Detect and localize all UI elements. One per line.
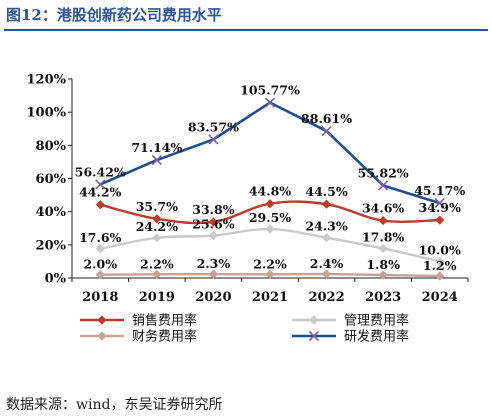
data-label-1-3: 29.5% — [249, 210, 291, 225]
legend-item-3: 研发费用率 — [292, 329, 409, 345]
data-label-1-6: 10.0% — [419, 242, 461, 257]
y-tick-label: 80% — [36, 139, 67, 154]
data-point-1-6 — [435, 256, 445, 266]
y-tick-label: 20% — [36, 238, 67, 253]
x-tick-label: 2021 — [252, 290, 288, 305]
data-point-3-4 — [321, 125, 332, 137]
data-point-1-5 — [378, 243, 388, 254]
data-label-0-1: 35.7% — [136, 199, 178, 214]
legend-item-0: 销售费用率 — [80, 313, 197, 329]
data-label-2-5: 1.8% — [366, 257, 400, 272]
x-marker-stroke — [434, 198, 445, 209]
x-marker-stroke — [151, 154, 162, 166]
x-tick-label: 2019 — [139, 290, 175, 305]
data-label-0-4: 44.5% — [305, 184, 347, 199]
data-point-2-2 — [208, 269, 218, 279]
x-tick-label: 2023 — [365, 290, 401, 305]
data-point-0-3 — [265, 199, 275, 209]
data-label-1-2: 25.6% — [192, 217, 234, 232]
data-point-3-0 — [95, 179, 106, 190]
axes: 0% 20% 40% 60% 80% 100% 120% 2018 2019 2020 2021 20… — [27, 73, 469, 305]
data-label-1-0: 17.6% — [79, 230, 121, 245]
data-point-0-4 — [322, 199, 332, 209]
data-point-0-6 — [435, 215, 445, 225]
data-point-2-6 — [435, 271, 445, 281]
x-marker-stroke — [378, 180, 389, 191]
data-label-2-0: 2.0% — [83, 257, 117, 272]
data-point-0-5 — [378, 216, 388, 226]
data-point-0-1 — [152, 214, 162, 224]
legend-swatch-marker — [97, 331, 107, 341]
legend-label: 管理费用率 — [344, 313, 409, 329]
data-label-3-1: 71.14% — [131, 140, 182, 155]
data-label-3-0: 56.42% — [75, 164, 126, 179]
y-tick-label: 0% — [45, 272, 67, 287]
data-label-3-6: 45.17% — [414, 183, 465, 198]
data-label-2-3: 2.2% — [253, 256, 287, 271]
data-label-0-2: 33.8% — [192, 202, 234, 217]
source-note: 数据来源：wind，东吴证券研究所 — [6, 397, 223, 413]
legend-label: 财务费用率 — [132, 329, 197, 345]
data-point-1-2 — [208, 230, 218, 241]
x-tick-label: 2022 — [308, 290, 344, 305]
data-point-1-1 — [152, 233, 162, 243]
y-tick-label: 120% — [27, 73, 67, 88]
data-point-0-0 — [95, 200, 105, 210]
data-label-0-0: 44.2% — [79, 185, 121, 200]
data-label-3-3: 105.77% — [240, 83, 300, 98]
expense-ratio-line-chart: 0% 20% 40% 60% 80% 100% 120% 2018 2019 2020 2021 20… — [27, 73, 469, 345]
data-label-2-6: 1.2% — [423, 258, 457, 273]
data-label-0-5: 34.6% — [362, 201, 404, 216]
data-point-3-3 — [264, 97, 276, 108]
data-point-2-4 — [322, 269, 332, 279]
data-point-3-2 — [208, 134, 219, 145]
data-label-1-1: 24.2% — [136, 219, 178, 234]
x-marker-stroke — [308, 330, 320, 342]
data-point-2-3 — [265, 269, 275, 279]
x-tick-label: 2018 — [82, 290, 118, 305]
data-label-0-6: 34.9% — [419, 200, 461, 215]
data-point-1-4 — [322, 233, 332, 243]
legend-label: 销售费用率 — [132, 313, 197, 329]
y-tick-label: 100% — [27, 106, 67, 121]
data-point-3-1 — [151, 154, 162, 166]
data-label-3-2: 83.57% — [188, 119, 239, 134]
legend-label: 研发费用率 — [344, 329, 409, 345]
x-marker-stroke — [208, 134, 219, 145]
legend-item-2: 财务费用率 — [80, 329, 197, 345]
data-label-1-4: 24.3% — [305, 219, 347, 234]
data-point-1-0 — [95, 244, 105, 254]
figure-title: 图12：港股创新药公司费用水平 — [6, 6, 222, 24]
y-tick-label: 40% — [36, 205, 67, 220]
y-tick-label: 60% — [36, 172, 67, 187]
data-point-3-5 — [378, 180, 389, 191]
legend-swatch-marker — [308, 330, 320, 342]
data-point-2-5 — [378, 270, 388, 280]
data-point-3-6 — [434, 198, 445, 209]
x-marker-stroke — [95, 179, 106, 190]
data-label-1-5: 17.8% — [362, 229, 404, 244]
data-label-3-4: 88.61% — [301, 111, 352, 126]
data-labels: 44.2% 35.7% 33.8% 44.8% 44.5% 34.6% 34.9% 17.6%… — [75, 83, 466, 273]
legend-item-1: 管理费用率 — [292, 313, 409, 329]
data-label-2-2: 2.3% — [197, 256, 231, 271]
title-rule — [4, 29, 488, 31]
data-label-2-4: 2.4% — [310, 256, 344, 271]
data-point-1-3 — [265, 224, 275, 234]
x-marker-stroke — [264, 97, 276, 108]
legend-swatch-marker — [97, 315, 107, 325]
data-point-2-1 — [152, 269, 162, 279]
data-label-2-1: 2.2% — [140, 256, 174, 271]
x-tick-label: 2020 — [195, 290, 231, 305]
data-label-3-5: 55.82% — [358, 165, 409, 180]
legend-swatch-marker — [309, 315, 319, 325]
data-point-0-2 — [208, 217, 218, 227]
data-label-0-3: 44.8% — [249, 184, 291, 199]
data-point-2-0 — [95, 270, 105, 280]
series-lines — [95, 97, 445, 281]
x-marker-stroke — [321, 125, 332, 137]
x-tick-label: 2024 — [422, 290, 458, 305]
